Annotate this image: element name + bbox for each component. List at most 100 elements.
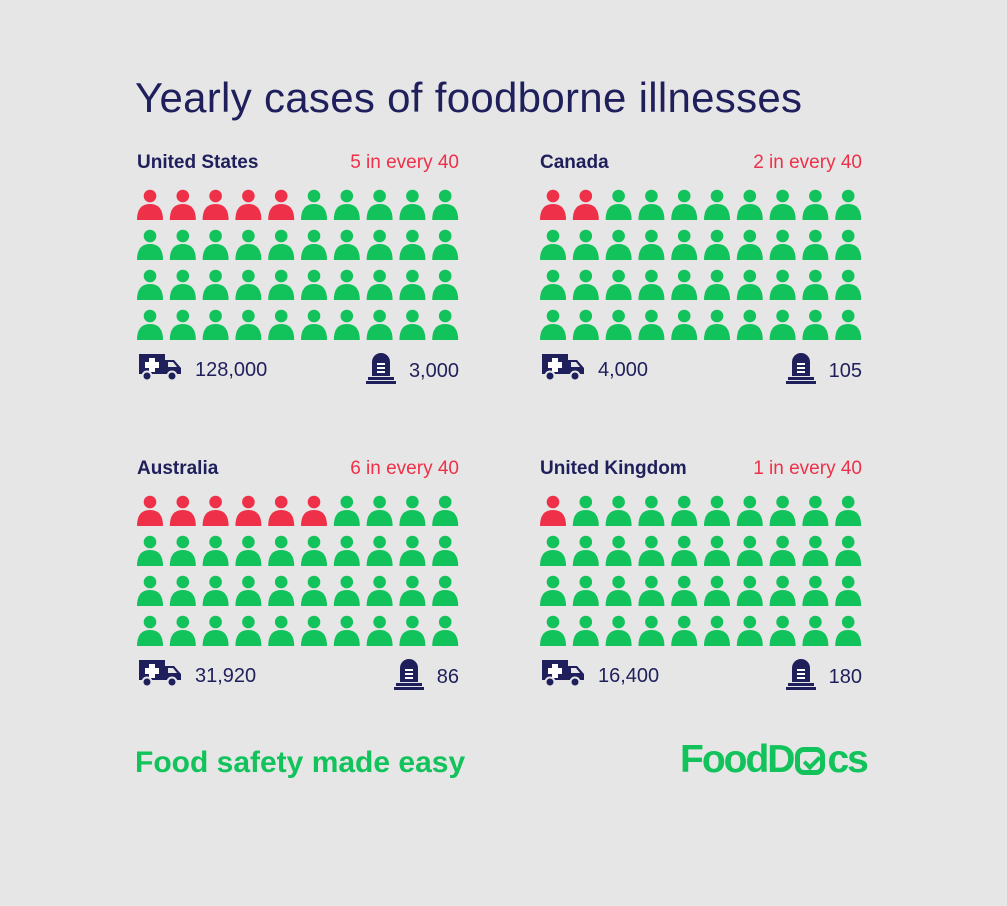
deaths-value: 180 [828, 665, 862, 688]
person-icon-healthy [366, 575, 393, 606]
person-icon-healthy [769, 269, 796, 300]
person-icon-healthy [769, 615, 796, 646]
person-icon-healthy [835, 615, 862, 646]
deaths-value: 86 [436, 665, 459, 688]
person-icon-healthy [572, 535, 599, 566]
person-icon-healthy [235, 615, 262, 646]
person-icon-healthy [268, 615, 295, 646]
tombstone-icon [785, 352, 829, 390]
country-name: United Kingdom [540, 458, 687, 479]
person-icon-healthy [802, 189, 829, 220]
person-icon-healthy [169, 535, 196, 566]
person-icon-healthy [540, 535, 566, 566]
person-icon-healthy [704, 189, 730, 220]
person-icon-healthy [572, 495, 599, 526]
person-icon-healthy [301, 269, 327, 300]
person-icon-healthy [572, 309, 599, 340]
person-icon-healthy [671, 229, 698, 260]
person-icon-healthy [835, 229, 862, 260]
person-icon-healthy [802, 269, 829, 300]
person-icon-healthy [169, 309, 196, 340]
person-icon-ill [540, 495, 566, 526]
person-icon-healthy [333, 269, 360, 300]
hospitalizations-stat: 16,400 [540, 658, 659, 694]
person-icon-healthy [333, 575, 360, 606]
person-icon-healthy [399, 495, 426, 526]
ambulance-icon [540, 658, 598, 694]
person-icon-healthy [366, 615, 393, 646]
pictogram-grid [540, 495, 862, 646]
person-icon-healthy [202, 309, 229, 340]
person-icon-healthy [671, 615, 698, 646]
person-icon-healthy [638, 189, 665, 220]
person-icon-healthy [268, 229, 295, 260]
person-icon-ill [301, 495, 327, 526]
person-icon-healthy [736, 269, 763, 300]
person-icon-healthy [540, 615, 566, 646]
person-icon-healthy [769, 229, 796, 260]
pictogram-grid [137, 495, 459, 646]
person-icon-healthy [202, 575, 229, 606]
person-icon-healthy [540, 309, 566, 340]
person-icon-healthy [333, 189, 360, 220]
person-icon-healthy [671, 495, 698, 526]
person-icon-healthy [736, 495, 763, 526]
person-icon-ill [572, 189, 599, 220]
country-panel: Canada 2 in every 40 4,000 105 [540, 152, 862, 392]
person-icon-healthy [835, 575, 862, 606]
person-icon-healthy [301, 229, 327, 260]
pictogram-grid [137, 189, 459, 340]
person-icon-healthy [638, 309, 665, 340]
person-icon-ill [540, 189, 566, 220]
deaths-stat: 180 [785, 658, 862, 696]
person-icon-healthy [540, 269, 566, 300]
person-icon-healthy [605, 229, 632, 260]
person-icon-healthy [301, 189, 327, 220]
country-name: Canada [540, 152, 609, 173]
person-icon-ill [268, 495, 295, 526]
chart-title: Yearly cases of foodborne illnesses [135, 74, 803, 121]
person-icon-healthy [333, 495, 360, 526]
person-icon-healthy [366, 495, 393, 526]
person-icon-healthy [268, 575, 295, 606]
person-icon-healthy [235, 229, 262, 260]
person-icon-healthy [605, 309, 632, 340]
person-icon-healthy [835, 269, 862, 300]
person-icon-healthy [605, 495, 632, 526]
person-icon-healthy [572, 229, 599, 260]
person-icon-healthy [399, 189, 426, 220]
fooddocs-logo: FoodD cs [680, 738, 869, 781]
deaths-value: 3,000 [408, 359, 459, 382]
person-icon-healthy [605, 535, 632, 566]
person-icon-healthy [137, 269, 163, 300]
person-icon-healthy [605, 189, 632, 220]
person-icon-healthy [605, 269, 632, 300]
country-panel: United Kingdom 1 in every 40 16,400 180 [540, 458, 862, 698]
country-name: Australia [137, 458, 219, 479]
person-icon-healthy [638, 229, 665, 260]
person-icon-healthy [802, 229, 829, 260]
person-icon-healthy [638, 615, 665, 646]
person-icon-healthy [137, 535, 163, 566]
person-icon-healthy [704, 269, 730, 300]
person-icon-healthy [235, 269, 262, 300]
person-icon-healthy [432, 575, 459, 606]
person-icon-healthy [366, 229, 393, 260]
person-icon-healthy [301, 309, 327, 340]
ambulance-icon [540, 352, 598, 388]
person-icon-healthy [432, 309, 459, 340]
deaths-stat: 86 [393, 658, 459, 696]
person-icon-healthy [399, 229, 426, 260]
person-icon-ill [137, 495, 163, 526]
person-icon-healthy [301, 535, 327, 566]
person-icon-healthy [671, 309, 698, 340]
person-icon-ill [202, 189, 229, 220]
person-icon-healthy [736, 615, 763, 646]
hospitalizations-stat: 128,000 [137, 352, 267, 388]
country-name: United States [137, 152, 259, 173]
person-icon-healthy [704, 309, 730, 340]
person-icon-healthy [835, 495, 862, 526]
person-icon-healthy [432, 229, 459, 260]
person-icon-healthy [137, 309, 163, 340]
person-icon-healthy [605, 575, 632, 606]
